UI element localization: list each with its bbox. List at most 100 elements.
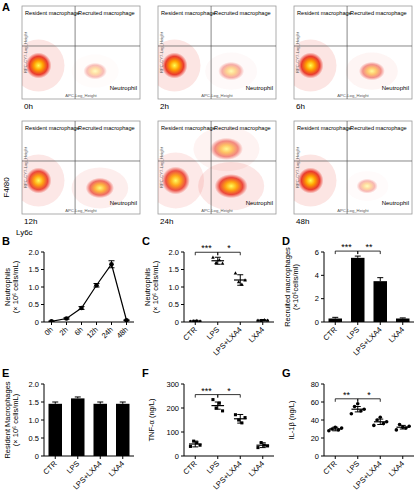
error-cap [237, 414, 243, 415]
cluster-core [86, 178, 114, 198]
point [327, 429, 331, 433]
y-tick [41, 269, 44, 270]
y-tick-label: 2 [315, 294, 319, 303]
y-tick [321, 298, 324, 299]
cluster-halo [22, 154, 64, 206]
x-tick-label: LPS [205, 325, 221, 341]
x-tick-label: 24h [100, 325, 115, 340]
cluster-core [26, 52, 52, 78]
point [337, 428, 341, 432]
plot-data [49, 261, 130, 322]
y-tick-label: 1.0 [29, 416, 39, 425]
error-bar [332, 317, 338, 318]
error-line [240, 275, 241, 286]
flow-plot: Resident macrophageRecruited macrophageN… [285, 6, 412, 111]
x-tick-label: 6h [73, 325, 85, 337]
axis-title: Ly6c [16, 228, 33, 237]
y-tick-label: 100 [166, 428, 179, 437]
gate-line [158, 45, 276, 46]
quadrant-label: Recruited macrophage [78, 125, 135, 131]
x-tick-label: LPS+LXA4 [71, 459, 103, 491]
point [259, 319, 263, 322]
error-bar [52, 402, 58, 404]
flow-data [294, 39, 398, 91]
cluster-halo [72, 54, 119, 87]
point [237, 418, 240, 421]
significance-label: * [227, 386, 231, 396]
panel-label: A [2, 1, 10, 13]
point [256, 446, 259, 449]
y-tick-label: 0 [175, 318, 179, 327]
x-tick [380, 456, 381, 459]
error-bar [215, 402, 221, 409]
plot-data [189, 398, 269, 449]
point [330, 427, 334, 431]
cluster-halo [294, 39, 336, 91]
x-tick [96, 322, 97, 325]
plot-title: 0h [24, 102, 33, 111]
x-axis [324, 456, 414, 457]
flow-plot: Resident macrophageRecruited macrophageN… [149, 6, 276, 111]
point [243, 278, 247, 281]
point [221, 409, 224, 412]
x-tick [51, 322, 52, 325]
y-tick-label: 0.5 [169, 300, 179, 309]
bar [329, 319, 343, 323]
quadrant-label: Recruited macrophage [78, 10, 135, 16]
bar [396, 319, 410, 323]
significance-label: *** [201, 243, 212, 253]
cluster-halo [346, 171, 388, 201]
y-tick [321, 252, 324, 253]
y-tick-label: 40 [311, 416, 319, 425]
gate-line [294, 160, 412, 161]
gate-line [294, 45, 412, 46]
cluster-core [298, 168, 324, 194]
plot-data [327, 402, 411, 433]
gate-line [347, 121, 348, 214]
x-tick-label: LXA4 [247, 325, 266, 344]
y-tick-label: 1.0 [169, 283, 179, 292]
point [395, 428, 399, 432]
error-cap [97, 402, 103, 403]
flow-data [294, 154, 388, 206]
y-tick-label: 1.5 [29, 398, 39, 407]
point [263, 318, 267, 321]
plot-axis-label: RPC-CY7-Log_Height [23, 146, 28, 188]
point [404, 426, 408, 430]
y-tick-label: 4 [315, 271, 319, 280]
y-tick [181, 252, 184, 253]
cluster-core [162, 167, 190, 195]
error-cap [52, 402, 58, 403]
x-axis [44, 322, 134, 323]
axis-title: (× 10⁶ cells/mL) [151, 260, 160, 313]
panel: CNeutrophils(× 10⁶ cells/mL)00.51.01.52.… [142, 235, 274, 358]
plot-axis-label: RPC-CY7-Log_Height [159, 146, 164, 188]
quadrant-label: Neutrophil [382, 85, 409, 91]
y-tick [41, 438, 44, 439]
bar [116, 404, 130, 456]
quadrant-label: Resident macrophage [161, 10, 216, 16]
point [375, 418, 379, 422]
quadrant-label: Neutrophil [382, 200, 409, 206]
y-tick [41, 402, 44, 403]
point [333, 425, 337, 429]
line [52, 264, 127, 321]
y-tick [321, 420, 324, 421]
x-tick [380, 322, 381, 325]
error-bar [215, 257, 221, 264]
plot-title: 2h [160, 102, 169, 111]
significance-label: ** [365, 242, 373, 252]
point [221, 261, 225, 264]
y-tick-label: 300 [166, 380, 179, 389]
x-tick-label: LPS+LXA4 [211, 325, 243, 357]
x-tick-label: LXA4 [387, 325, 406, 344]
y-tick [321, 456, 324, 457]
error-bar [75, 397, 81, 398]
panel-label: F [142, 367, 149, 379]
significance-label: * [367, 390, 371, 400]
y-tick [41, 252, 44, 253]
error-cap [332, 317, 338, 318]
x-tick [262, 322, 263, 325]
point [353, 405, 357, 409]
y-tick [321, 275, 324, 276]
